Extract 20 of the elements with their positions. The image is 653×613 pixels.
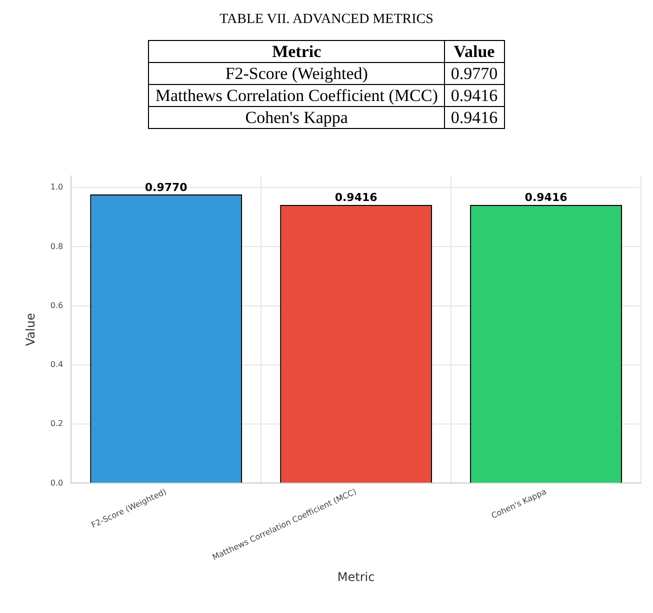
y-tick-label: 0.4	[50, 360, 64, 370]
chart-title: TABLE VII. ADVANCED METRICS	[218, 12, 434, 29]
text: Metric	[272, 42, 322, 61]
x-axis-title: Metric	[337, 570, 375, 584]
y-tick-label: 0.0	[50, 478, 64, 488]
text: 0.9770	[450, 64, 498, 83]
category-label: Matthews Correlation Coefficient (MCC)	[155, 86, 438, 105]
y-axis-title: Value	[23, 313, 38, 346]
data-label: 0.9416	[334, 191, 378, 204]
y-tick-label: 0.6	[50, 300, 64, 310]
text: Value	[454, 42, 495, 61]
text: 0.9416	[450, 86, 498, 105]
y-tick-label: 0.2	[50, 419, 64, 428]
data-label: 0.9770	[144, 180, 188, 194]
data-label: 0.9416	[524, 191, 568, 204]
y-tick-label: 1.0	[50, 182, 64, 192]
text: 0.9416	[450, 108, 498, 127]
category-label: Cohen's Kappa	[245, 108, 348, 127]
category-label: F2-Score (Weighted)	[225, 64, 368, 83]
y-tick-label: 0.8	[50, 242, 64, 251]
